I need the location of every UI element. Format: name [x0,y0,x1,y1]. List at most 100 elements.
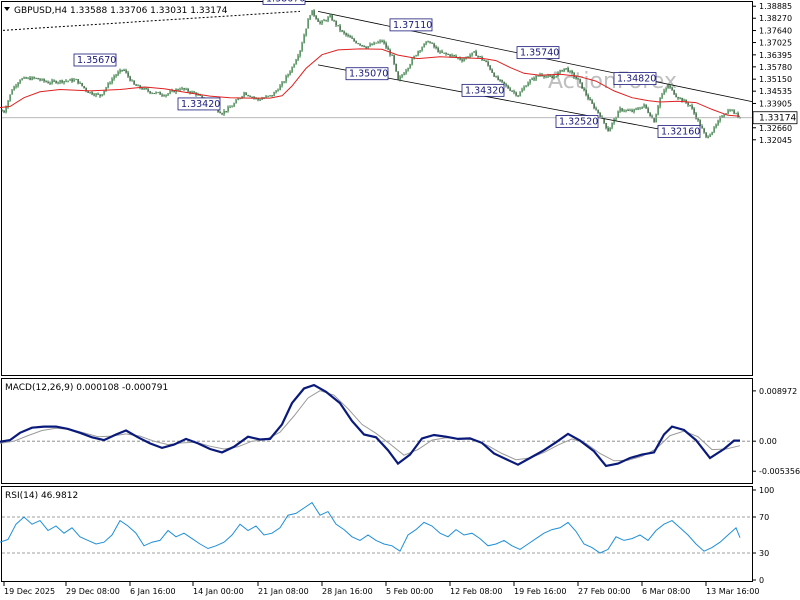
candle-body [145,88,147,90]
candle-body [227,107,229,112]
candle-body [569,70,571,72]
candle-body [371,44,373,46]
annotation-label: 1.34820 [617,74,656,85]
candle-body [653,117,655,123]
candle-body [693,108,695,114]
candle-body [727,110,729,114]
candle-body [697,118,699,121]
candle-body [357,43,359,45]
rsi-axis: 100 70 30 0 [2,486,774,585]
candle-body [479,56,481,58]
candle-body [719,117,721,121]
candle-body [55,81,57,84]
candle-body [423,43,425,48]
rsi-tick-label: 100 [759,486,774,495]
candle-body [171,90,173,92]
chart-menu-icon[interactable] [4,7,10,11]
candle-body [483,59,485,61]
candle-body [265,96,267,98]
candle-body [683,99,685,102]
rsi-panel[interactable] [1,486,753,582]
time-tick-label: 19 Dec 2025 [4,587,55,596]
candle-body [129,76,131,81]
annotation-label: 1.35070 [349,69,388,80]
candle-body [411,58,413,65]
candle-body [459,57,461,60]
price-panel[interactable] [1,1,753,376]
annotation-label: 1.35670 [77,55,116,66]
candle-body [469,55,471,58]
candle-body [701,126,703,129]
candle-body [339,25,341,31]
annotation-label: 1.37110 [393,20,432,31]
candle-body [729,110,731,112]
candle-body [279,85,281,91]
price-axis: 1.38885 1.38270 1.37640 1.37025 1.36395 1.357… [752,2,792,145]
candle-body [561,70,563,72]
annotation-box [345,67,389,81]
candle-body [133,80,135,85]
macd-panel[interactable] [1,378,753,484]
candle-body [303,35,305,44]
dotted-trendline [2,10,301,31]
candle-body [633,109,635,112]
candle-body [369,44,371,47]
candle-body [665,88,667,91]
candle-body [291,67,293,72]
candle-body [333,20,335,22]
candle-body [139,85,141,88]
candle-body [7,100,9,108]
candle-body [273,92,275,97]
candle-body [261,98,263,100]
candle-body [355,41,357,44]
candle-body [689,105,691,107]
candle-body [293,64,295,68]
candle-body [391,54,393,56]
annotation-box [555,115,599,128]
candle-body [437,47,439,53]
candle-body [95,93,97,96]
candle-body [363,45,365,47]
candle-body [635,108,637,110]
candle-body [15,85,17,87]
candle-body [69,79,71,81]
candle-body [233,103,235,107]
annotation-label: 1.32160 [661,127,700,138]
candle-body [329,15,331,18]
candle-body [597,109,599,113]
candle-body [105,87,107,91]
time-axis: 19 Dec 2025 29 Dec 08:00 6 Jan 16:00 14 Jan… [3,582,759,596]
time-tick-label: 5 Feb 00:00 [386,587,433,596]
candle-body [221,113,223,115]
time-tick-label: 27 Feb 00:00 [578,587,630,596]
candle-body [517,95,519,97]
price-title: GBPUSD,H4 1.33588 1.33706 1.33031 1.3317… [14,6,228,16]
candle-body [253,96,255,98]
candle-body [427,41,429,43]
candle-body [307,19,309,29]
candle-body [173,90,175,93]
macd-axis: 0.008972 0.00 -0.005356 [2,387,800,476]
candle-body [189,91,191,93]
candle-body [405,70,407,74]
candle-body [607,127,609,132]
candle-body [705,132,707,137]
macd-tick-label: -0.005356 [759,467,800,476]
candle-body [147,89,149,92]
candle-body [33,77,35,79]
candle-body [51,80,53,83]
candle-body [617,111,619,118]
candle-body [117,72,119,75]
candle-body [529,80,531,83]
candle-body [257,98,259,100]
macd-lines [0,383,741,468]
candle-body [651,116,653,118]
candle-body [733,110,735,114]
candle-body [501,79,503,82]
candle-body [23,77,25,79]
candle-body [167,93,169,95]
candle-body [599,112,601,117]
candle-body [37,78,39,80]
candle-body [267,95,269,97]
